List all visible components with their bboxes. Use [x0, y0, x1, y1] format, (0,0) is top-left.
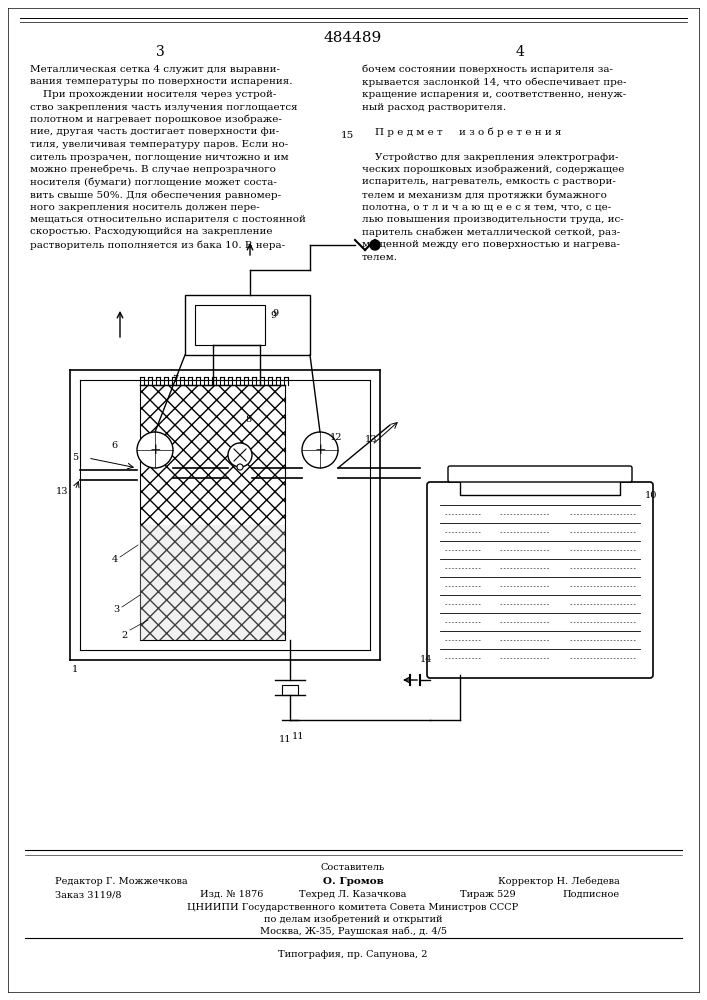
- Text: ЦНИИПИ Государственного комитета Совета Министров СССР: ЦНИИПИ Государственного комитета Совета …: [187, 903, 519, 912]
- Text: полотном и нагревает порошковое изображе-: полотном и нагревает порошковое изображе…: [30, 115, 282, 124]
- Text: бочем состоянии поверхность испарителя за-: бочем состоянии поверхность испарителя з…: [362, 65, 613, 75]
- Text: можно пренебречь. В случае непрозрачного: можно пренебречь. В случае непрозрачного: [30, 165, 276, 174]
- Text: Тираж 529: Тираж 529: [460, 890, 515, 899]
- Text: ство закрепления часть излучения поглощается: ство закрепления часть излучения поглоща…: [30, 103, 298, 111]
- Bar: [460, 480, 620, 495]
- Text: П р е д м е т     и з о б р е т е н и я: П р е д м е т и з о б р е т е н и я: [362, 127, 561, 137]
- Text: 4: 4: [515, 45, 525, 59]
- Text: ного закрепления носитель должен пере-: ного закрепления носитель должен пере-: [30, 202, 259, 212]
- Circle shape: [237, 464, 243, 470]
- Text: по делам изобретений и открытий: по делам изобретений и открытий: [264, 915, 443, 924]
- Bar: [282, 685, 298, 695]
- Text: 9: 9: [270, 310, 276, 320]
- Text: ный расход растворителя.: ный расход растворителя.: [362, 103, 506, 111]
- Text: 3: 3: [114, 605, 120, 614]
- Text: растворитель пополняется из бака 10. В нера-: растворитель пополняется из бака 10. В н…: [30, 240, 285, 249]
- Text: носителя (бумаги) поглощение может соста-: носителя (бумаги) поглощение может соста…: [30, 178, 277, 187]
- Text: 15: 15: [340, 131, 354, 140]
- Text: телем и механизм для протяжки бумажного: телем и механизм для протяжки бумажного: [362, 190, 607, 200]
- Text: скоростью. Расходующийся на закрепление: скоростью. Расходующийся на закрепление: [30, 228, 272, 236]
- Text: испаритель, нагреватель, емкость с раствори-: испаритель, нагреватель, емкость с раств…: [362, 178, 616, 186]
- Text: кращение испарения и, соответственно, ненуж-: кращение испарения и, соответственно, не…: [362, 90, 626, 99]
- Circle shape: [302, 432, 338, 468]
- Text: паритель снабжен металлической сеткой, раз-: паритель снабжен металлической сеткой, р…: [362, 228, 620, 237]
- Text: полотна, о т л и ч а ю щ е е с я тем, что, с це-: полотна, о т л и ч а ю щ е е с я тем, чт…: [362, 202, 612, 212]
- Text: Корректор Н. Лебедева: Корректор Н. Лебедева: [498, 877, 620, 886]
- Text: Составитель: Составитель: [321, 863, 385, 872]
- Text: 4: 4: [112, 556, 118, 564]
- Text: Подписное: Подписное: [563, 890, 620, 899]
- Text: Москва, Ж-35, Раушская наб., д. 4/5: Москва, Ж-35, Раушская наб., д. 4/5: [259, 926, 447, 936]
- Text: Изд. № 1876: Изд. № 1876: [200, 890, 264, 899]
- Text: 13: 13: [56, 488, 68, 496]
- Text: телем.: телем.: [362, 252, 398, 261]
- Text: 5: 5: [72, 454, 78, 462]
- Text: 3: 3: [156, 45, 164, 59]
- Text: 484489: 484489: [324, 31, 382, 45]
- Text: ние, другая часть достигает поверхности фи-: ние, другая часть достигает поверхности …: [30, 127, 279, 136]
- Text: тиля, увеличивая температуру паров. Если но-: тиля, увеличивая температуру паров. Если…: [30, 140, 288, 149]
- Text: лью повышения производительности труда, ис-: лью повышения производительности труда, …: [362, 215, 624, 224]
- Text: О. Громов: О. Громов: [322, 877, 383, 886]
- Text: мещаться относительно испарителя с постоянной: мещаться относительно испарителя с посто…: [30, 215, 306, 224]
- Bar: [185, 295, 310, 355]
- Text: 1: 1: [72, 665, 78, 674]
- Text: Устройство для закрепления электрографи-: Устройство для закрепления электрографи-: [362, 152, 619, 161]
- Text: 13: 13: [365, 436, 378, 444]
- Text: +: +: [149, 443, 160, 457]
- Text: крывается заслонкой 14, что обеспечивает пре-: крывается заслонкой 14, что обеспечивает…: [362, 78, 626, 87]
- Text: Редактор Г. Можжечкова: Редактор Г. Можжечкова: [55, 877, 187, 886]
- Text: 2: 2: [122, 631, 128, 640]
- Text: 11: 11: [292, 732, 304, 741]
- Bar: [140, 385, 285, 640]
- Text: 11: 11: [279, 735, 291, 744]
- Text: ческих порошковых изображений, содержащее: ческих порошковых изображений, содержаще…: [362, 165, 624, 174]
- Text: 7: 7: [172, 375, 178, 384]
- Circle shape: [228, 443, 252, 467]
- FancyBboxPatch shape: [427, 482, 653, 678]
- Text: Металлическая сетка 4 служит для выравни-: Металлическая сетка 4 служит для выравни…: [30, 65, 280, 74]
- Circle shape: [370, 240, 380, 250]
- Text: Заказ 3119/8: Заказ 3119/8: [55, 890, 122, 899]
- Text: 14: 14: [420, 656, 433, 664]
- Text: 8: 8: [245, 416, 251, 424]
- Text: Техред Л. Казачкова: Техред Л. Казачкова: [299, 890, 407, 899]
- Text: 12: 12: [330, 434, 342, 442]
- Text: 10: 10: [645, 490, 658, 499]
- Text: вания температуры по поверхности испарения.: вания температуры по поверхности испарен…: [30, 78, 293, 87]
- Text: Типография, пр. Сапунова, 2: Типография, пр. Сапунова, 2: [279, 950, 428, 959]
- Text: ситель прозрачен, поглощение ничтожно и им: ситель прозрачен, поглощение ничтожно и …: [30, 152, 288, 161]
- Text: 9: 9: [272, 308, 278, 318]
- Bar: [195, 305, 265, 345]
- Text: вить свыше 50%. Для обеспечения равномер-: вить свыше 50%. Для обеспечения равномер…: [30, 190, 281, 200]
- Circle shape: [137, 432, 173, 468]
- Text: 6: 6: [111, 440, 117, 450]
- Text: +: +: [314, 443, 326, 457]
- FancyBboxPatch shape: [448, 466, 632, 482]
- Text: При прохождении носителя через устрой-: При прохождении носителя через устрой-: [30, 90, 276, 99]
- Bar: [140, 525, 285, 640]
- Text: мещенной между его поверхностью и нагрева-: мещенной между его поверхностью и нагрев…: [362, 240, 620, 249]
